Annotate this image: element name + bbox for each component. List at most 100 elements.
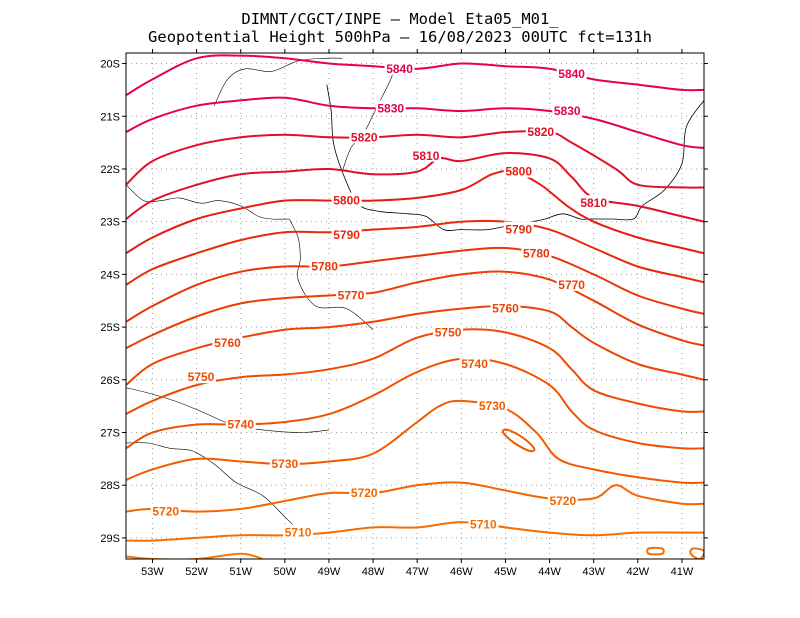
y-tick-label: 21S <box>100 111 120 123</box>
y-tick-label: 29S <box>100 533 120 545</box>
y-tick-label: 22S <box>100 164 120 176</box>
contour-label-background <box>336 287 367 302</box>
contour-label-background <box>490 300 521 315</box>
contour-label-background <box>503 163 534 178</box>
contour-label-5780: 5780 <box>523 246 550 260</box>
contour-label-background <box>556 66 587 81</box>
contour-label-5730: 5730 <box>271 457 298 471</box>
contour-label-5820: 5820 <box>351 130 378 144</box>
x-tick-label: 47W <box>406 566 429 578</box>
contour-label-background <box>331 192 362 207</box>
contour-label-background <box>468 516 499 531</box>
contour-label-background <box>150 503 181 518</box>
closed-contour-5710 <box>689 547 704 559</box>
contour-label-background <box>349 129 380 144</box>
contour-label-background <box>384 60 415 75</box>
contour-line-5710 <box>126 521 704 542</box>
contour-label-background <box>459 355 490 370</box>
contour-label-background <box>309 258 340 273</box>
contour-label-5780: 5780 <box>311 259 338 273</box>
contour-label-background <box>547 493 578 508</box>
contour-line-5790 <box>126 219 704 286</box>
contour-label-5830: 5830 <box>554 104 581 118</box>
contour-line-5720 <box>126 481 704 513</box>
contour-label-5820: 5820 <box>527 125 554 139</box>
state-border <box>126 442 299 531</box>
x-tick-label: 43W <box>582 566 605 578</box>
contour-label-background <box>552 102 583 117</box>
contour-line-5830 <box>126 96 704 149</box>
contour-line-5730 <box>126 399 704 484</box>
contour-label-5830: 5830 <box>377 101 404 115</box>
x-tick-label: 52W <box>185 566 208 578</box>
contour-label-background <box>375 100 406 115</box>
contour-label-5810: 5810 <box>413 149 440 163</box>
x-tick-label: 46W <box>450 566 473 578</box>
contour-label-background <box>503 221 534 236</box>
x-tick-label: 45W <box>494 566 517 578</box>
y-tick-label: 23S <box>100 217 120 229</box>
chart-title-line-2: Geopotential Height 500hPa – 16/08/2023 … <box>148 28 652 46</box>
contour-label-background <box>578 195 609 210</box>
contour-label-5770: 5770 <box>338 288 365 302</box>
contour-label-5760: 5760 <box>214 336 241 350</box>
y-tick-label: 28S <box>100 480 120 492</box>
contour-label-5710: 5710 <box>470 518 497 532</box>
contour-label-background <box>186 369 217 384</box>
contour-line-5780 <box>126 246 704 323</box>
contour-label-background <box>411 147 442 162</box>
contour-line-5840 <box>126 54 704 97</box>
state-border <box>289 218 374 330</box>
contour-label-background <box>477 398 508 413</box>
contour-label-5740: 5740 <box>227 418 254 432</box>
contour-label-5750: 5750 <box>188 370 215 384</box>
contour-label-5790: 5790 <box>505 223 532 237</box>
contour-label-5810: 5810 <box>580 196 607 210</box>
x-tick-label: 44W <box>538 566 561 578</box>
contour-label-background <box>521 245 552 260</box>
contour-label-background <box>433 324 464 339</box>
x-tick-label: 42W <box>627 566 650 578</box>
contour-line-5700 <box>126 552 264 559</box>
contour-label-5790: 5790 <box>333 228 360 242</box>
y-tick-label: 25S <box>100 322 120 334</box>
contour-label-5720: 5720 <box>351 486 378 500</box>
contour-label-5800: 5800 <box>505 165 532 179</box>
closed-contour-5730 <box>501 428 536 453</box>
contour-label-background <box>269 456 300 471</box>
grid-layer <box>126 53 704 559</box>
closed-contour-5710 <box>646 546 665 556</box>
contour-label-5800: 5800 <box>333 194 360 208</box>
contour-label-background <box>283 524 314 539</box>
contour-label-5720: 5720 <box>152 505 179 519</box>
x-tick-label: 49W <box>318 566 341 578</box>
chart-title-line-1: DIMNT/CGCT/INPE – Model Eta05_M01_ <box>241 10 559 28</box>
contour-label-background <box>225 416 256 431</box>
contour-label-background <box>331 226 362 241</box>
contour-label-5720: 5720 <box>549 494 576 508</box>
y-tick-label: 27S <box>100 428 120 440</box>
axis-layer: 53W 52W 51W 50W 49W 48W 47W 46W 45W 44W 43W 42W 41W 2… <box>100 49 708 578</box>
state-border <box>213 57 343 106</box>
x-tick-label: 50W <box>274 566 297 578</box>
x-tick-label: 41W <box>671 566 694 578</box>
x-tick-label: 48W <box>362 566 385 578</box>
contour-line-5800 <box>126 169 704 255</box>
contour-label-5740: 5740 <box>461 357 488 371</box>
contour-line-5770 <box>126 270 704 350</box>
contour-label-5760: 5760 <box>492 302 519 316</box>
state-border <box>341 63 396 172</box>
contour-label-background <box>212 334 243 349</box>
x-tick-label: 53W <box>141 566 164 578</box>
contour-label-background <box>525 124 556 139</box>
contour-label-5840: 5840 <box>558 67 585 81</box>
contour-layer <box>126 54 704 559</box>
contour-label-5770: 5770 <box>558 278 585 292</box>
x-tick-label: 51W <box>229 566 252 578</box>
contour-line-5740 <box>126 357 704 450</box>
contour-label-background <box>349 485 380 500</box>
state-border <box>126 387 330 433</box>
y-tick-label: 24S <box>100 269 120 281</box>
